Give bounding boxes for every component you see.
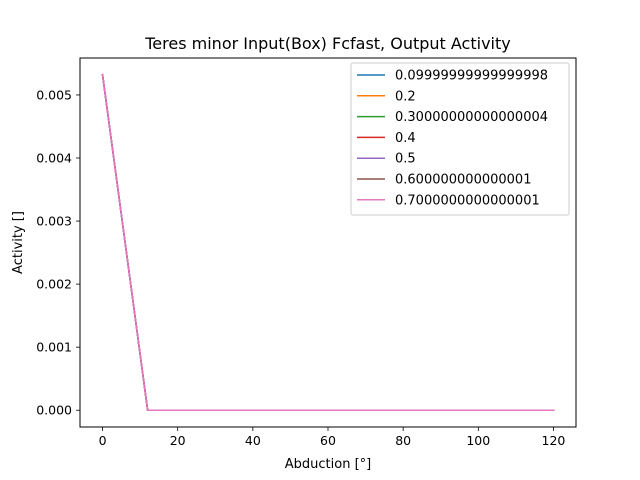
x-tick-label: 40 [245, 433, 261, 448]
y-tick-label: 0.000 [36, 403, 72, 418]
x-axis-ticks: 0 20 40 60 80 100 120 [99, 427, 566, 448]
x-tick-label: 120 [542, 433, 566, 448]
legend-entry-label: 0.2 [395, 89, 416, 104]
legend: 0.09999999999999998 0.2 0.3000000000000000… [350, 62, 570, 216]
y-tick-label: 0.005 [36, 87, 72, 102]
legend-entry-label: 0.600000000000001 [395, 173, 531, 188]
x-tick-label: 20 [170, 433, 186, 448]
legend-frame [350, 62, 570, 216]
chart-title: Teres minor Input(Box) Fcfast, Output Ac… [144, 34, 510, 53]
legend-entry-label: 0.30000000000000004 [395, 110, 548, 125]
x-tick-label: 100 [466, 433, 490, 448]
y-axis-ticks: 0.000 0.001 0.002 0.003 0.004 0.005 [36, 87, 80, 418]
y-tick-label: 0.001 [36, 340, 72, 355]
y-tick-label: 0.002 [36, 277, 72, 292]
legend-entry-label: 0.7000000000000001 [395, 193, 540, 208]
legend-entry-label: 0.09999999999999998 [395, 69, 548, 84]
legend-entry-label: 0.4 [395, 131, 416, 146]
y-axis-label: Activity [] [11, 211, 26, 274]
y-tick-label: 0.003 [36, 214, 72, 229]
x-tick-label: 80 [395, 433, 411, 448]
x-tick-label: 0 [99, 433, 107, 448]
series-line-7 [101, 73, 555, 411]
y-tick-label: 0.004 [36, 151, 72, 166]
x-axis-label: Abduction [°] [285, 457, 371, 472]
plot-lines [101, 73, 555, 411]
x-tick-label: 60 [320, 433, 336, 448]
legend-entry-label: 0.5 [395, 152, 416, 167]
